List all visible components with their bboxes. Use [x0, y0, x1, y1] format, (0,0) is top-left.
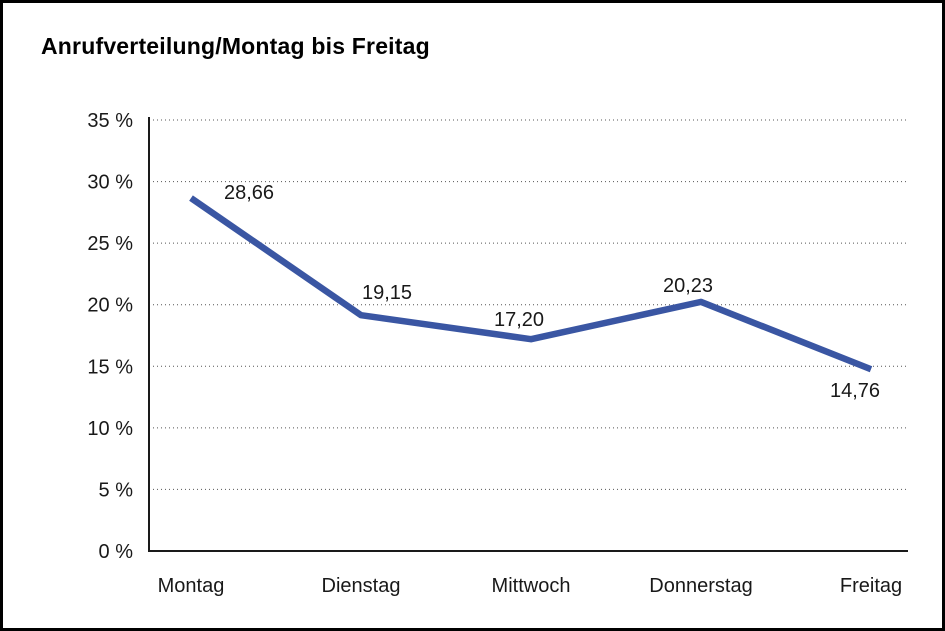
y-axis-tick-label: 20 %	[87, 295, 133, 317]
y-axis-tick-label: 0 %	[99, 541, 134, 563]
data-point-label: 19,15	[362, 282, 412, 304]
data-point-label: 28,66	[224, 182, 274, 204]
line-chart: 0 % 5 % 10 % 15 % 20 % 25 % 30 % 35 % 28,66 19,15…	[87, 110, 908, 597]
data-point-label: 17,20	[494, 309, 544, 331]
y-axis-tick-label: 35 %	[87, 110, 133, 132]
data-point-label: 14,76	[830, 380, 880, 402]
x-axis-category-label: Mittwoch	[492, 575, 571, 597]
y-axis-tick-label: 30 %	[87, 172, 133, 194]
x-axis-category-label: Donnerstag	[649, 575, 752, 597]
x-axis-category-label: Freitag	[840, 575, 902, 597]
y-axis-tick-label: 15 %	[87, 356, 133, 378]
y-axis-tick-label: 5 %	[99, 479, 134, 501]
x-axis-category-label: Montag	[158, 575, 225, 597]
data-series-line	[189, 195, 873, 373]
y-axis-tick-label: 25 %	[87, 233, 133, 255]
y-axis-tick-label: 10 %	[87, 418, 133, 440]
data-point-label: 20,23	[663, 275, 713, 297]
chart-title: Anrufverteilung/Montag bis Freitag	[41, 33, 430, 59]
x-axis-category-label: Dienstag	[322, 575, 401, 597]
